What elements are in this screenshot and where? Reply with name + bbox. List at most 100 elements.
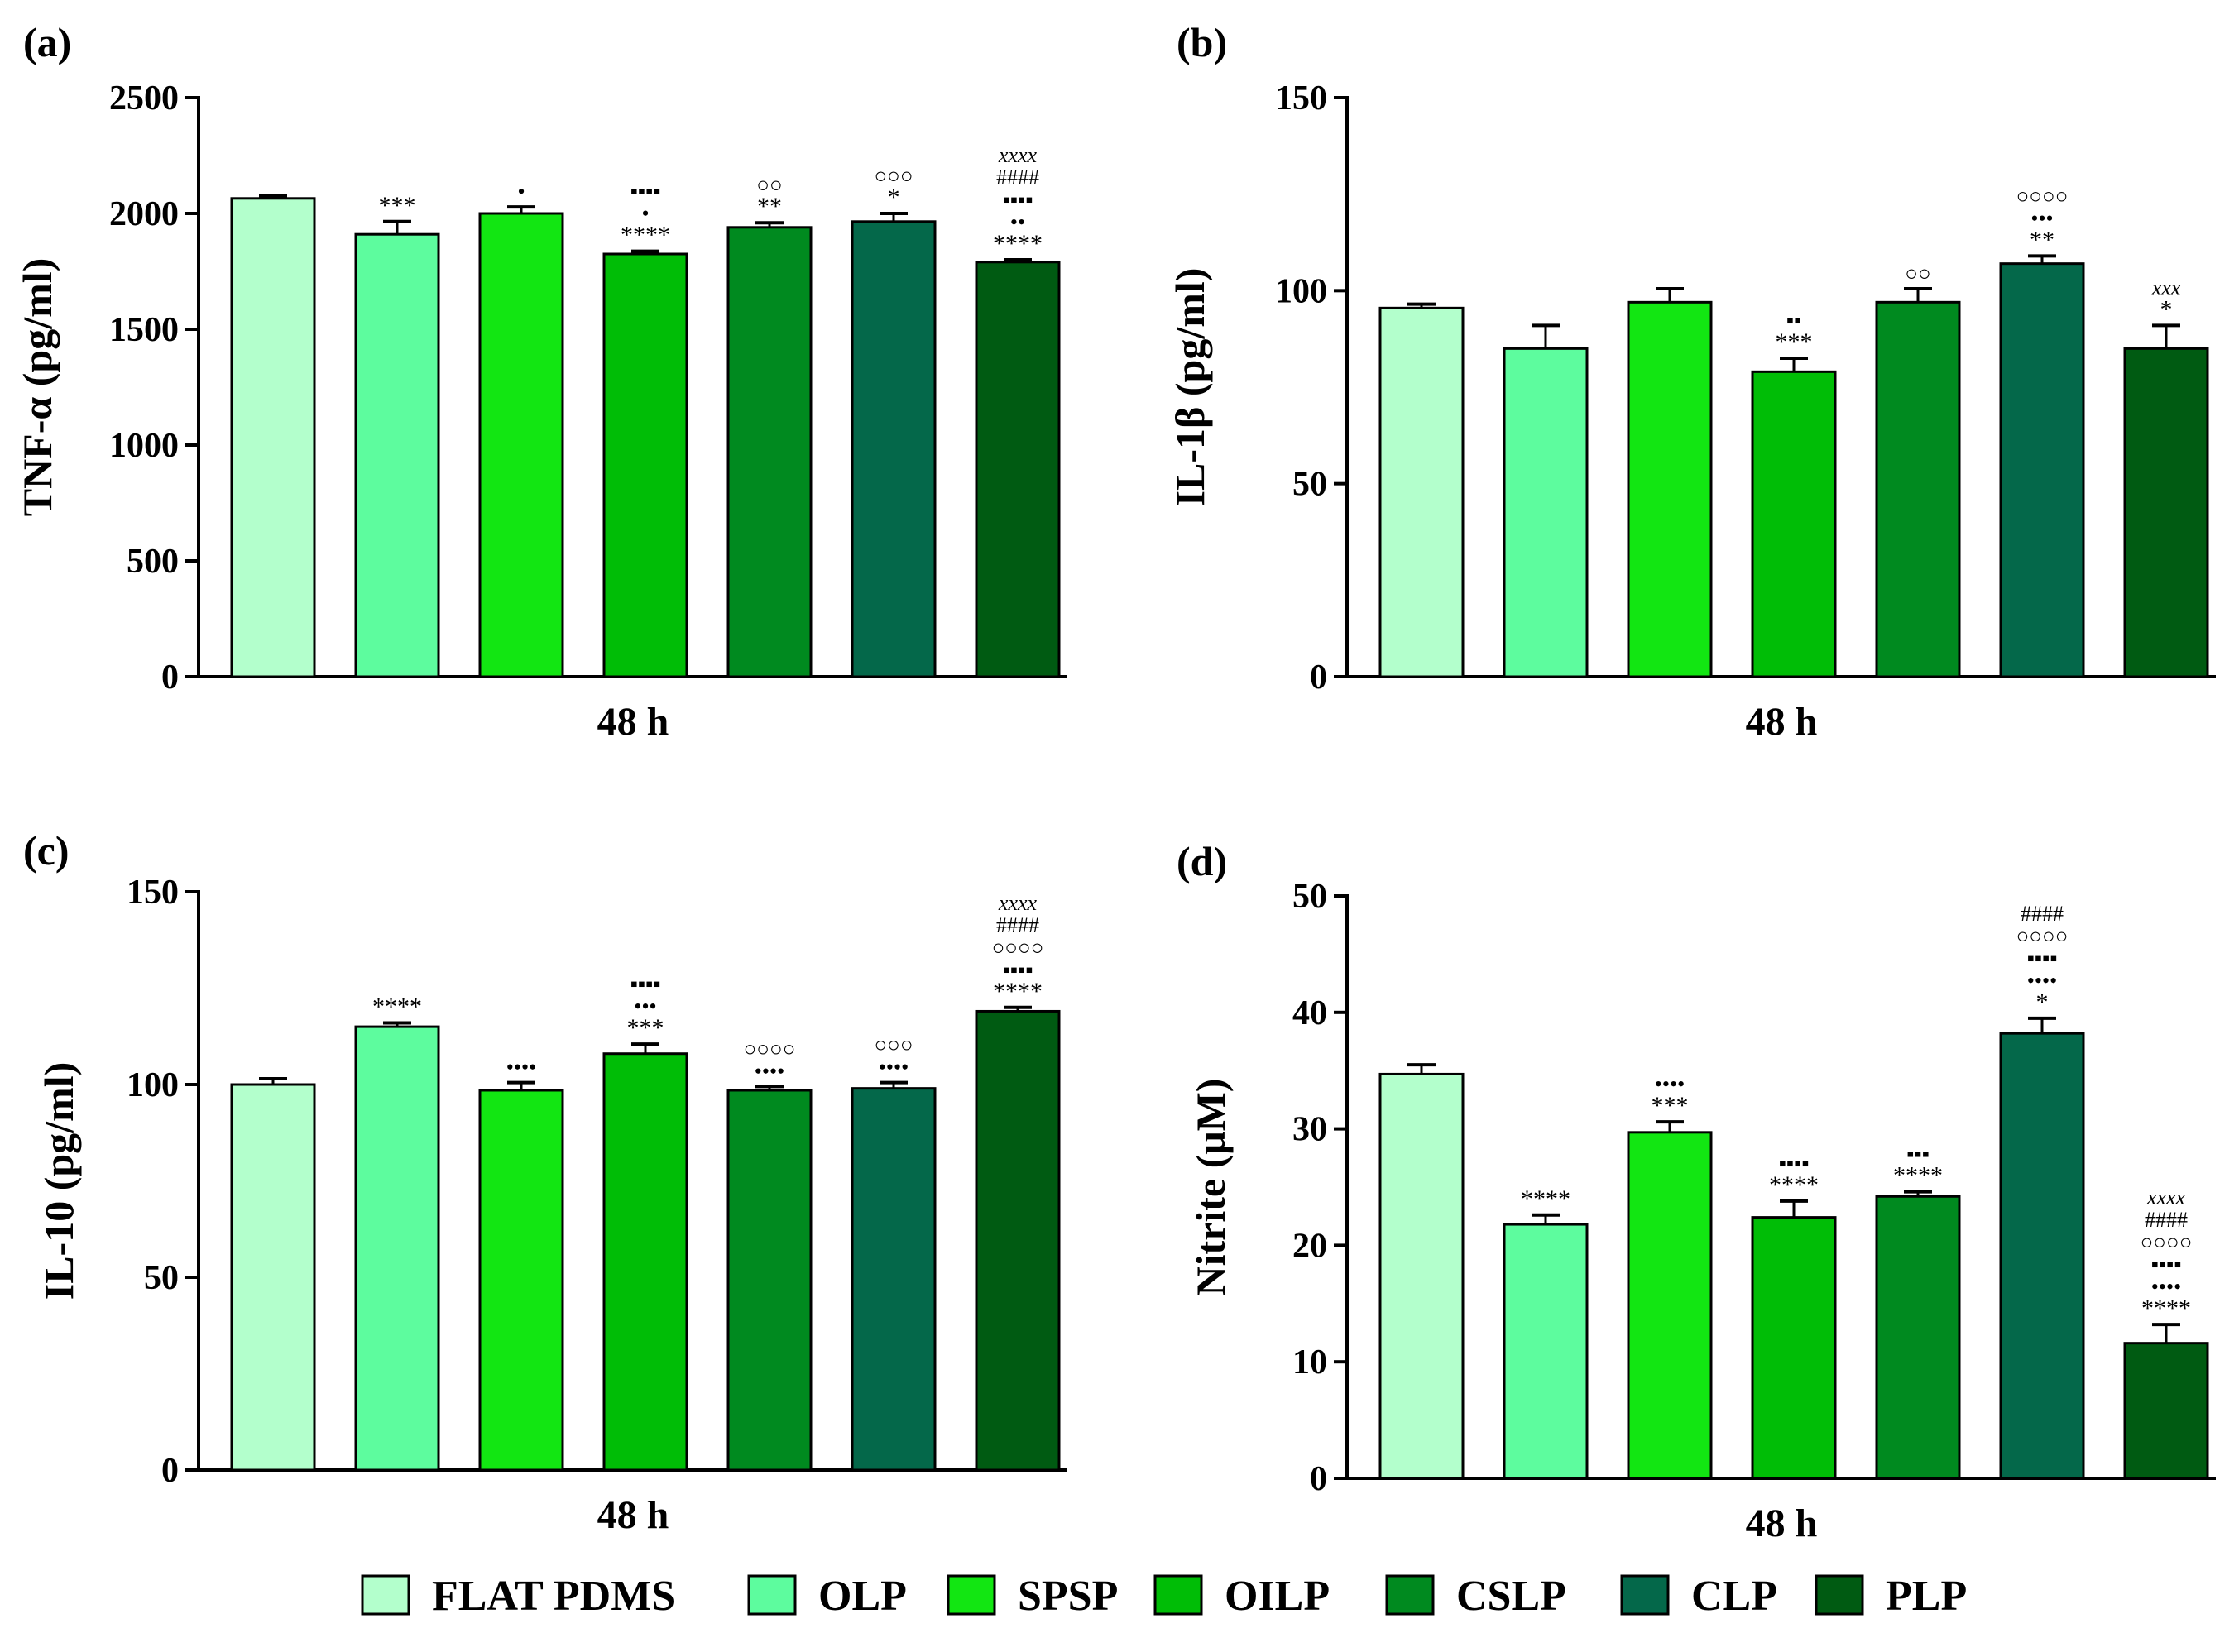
significance-marker: •••• [1655, 1072, 1685, 1096]
y-tick-label: 50 [144, 1259, 179, 1297]
significance-marker: **** [1893, 1162, 1943, 1190]
legend-label: OILP [1225, 1573, 1330, 1620]
significance-marker: #### [2145, 1208, 2188, 1232]
bar-olp [354, 1025, 440, 1472]
panel-b: (b) IL-1β (pg/ml) 0 50 100 150 ***▪▪ ○○ **•••○○○… [1167, 19, 2216, 744]
legend-item-oilp: OILP [1153, 1573, 1330, 1620]
significance-marker: * [888, 184, 900, 211]
legend-swatch [747, 1574, 797, 1616]
significance-marker: ○○○○ [744, 1037, 796, 1061]
y-tick-label: 150 [127, 874, 179, 912]
panel-d: (d)Nitrite (μM)01020304050*******••••***… [1177, 838, 2216, 1545]
y-tick-label: 100 [127, 1066, 179, 1104]
significance-marker: ▪▪▪▪ [1779, 1152, 1810, 1176]
y-axis-label: TNF-α (pg/ml) [14, 258, 60, 517]
panel-letter: (b) [1177, 19, 1227, 65]
significance-marker: *** [1776, 328, 1813, 356]
significance-marker: ▪▪▪▪ [630, 972, 661, 996]
bar-oilp [1751, 370, 1837, 678]
legend-item-olp: OLP [747, 1573, 907, 1620]
bar-clp [1999, 1032, 2085, 1480]
bar-cslp [726, 1089, 813, 1472]
legend: FLAT PDMS OLP SPSP OILP CSLP CLP PLP [361, 1573, 1967, 1620]
bar-olp [1503, 347, 1589, 678]
significance-marker: * [2036, 989, 2049, 1016]
bar-oilp [1751, 1216, 1837, 1480]
bar-flat-pdms [230, 197, 316, 678]
legend-swatch [947, 1574, 996, 1616]
significance-marker: #### [996, 913, 1039, 937]
bar-olp [354, 232, 440, 678]
significance-marker: •••• [879, 1056, 909, 1080]
significance-marker: •••• [506, 1056, 536, 1080]
legend-label: FLAT PDMS [432, 1573, 675, 1620]
bar-cslp [726, 226, 813, 678]
significance-marker: **** [2141, 1295, 2191, 1322]
significance-marker: **** [1769, 1171, 1819, 1199]
significance-marker: ** [2030, 226, 2054, 253]
bar-clp [851, 1087, 937, 1472]
significance-marker: ○○○ [874, 164, 913, 188]
significance-marker: •••• [755, 1059, 784, 1083]
panel-letter: (c) [23, 827, 70, 874]
significance-marker: **** [621, 222, 670, 249]
significance-marker: •••• [2027, 969, 2057, 993]
significance-marker: *** [379, 192, 416, 219]
significance-marker: * [2160, 295, 2173, 323]
significance-marker: *** [627, 1014, 664, 1041]
significance-marker: ○○○○ [2141, 1230, 2193, 1254]
bar-flat-pdms [230, 1083, 316, 1472]
bar-plp [2123, 347, 2209, 678]
panels: (a)TNF-α (pg/ml)05001000150020002500***•… [14, 19, 2216, 1545]
legend-label: OLP [818, 1573, 907, 1620]
bar-plp [2123, 1342, 2209, 1480]
bar-spsp [1627, 300, 1713, 678]
legend-swatch [1620, 1574, 1670, 1616]
significance-marker: #### [2021, 902, 2064, 926]
legend-swatch [361, 1574, 410, 1616]
bar-flat-pdms [1378, 1072, 1465, 1480]
significance-marker: xxx [2151, 275, 2181, 299]
legend-label: CLP [1691, 1573, 1777, 1620]
panel-a: (a)TNF-α (pg/ml)05001000150020002500***•… [14, 19, 1067, 744]
bar-spsp [478, 212, 564, 678]
significance-marker: xxxx [998, 891, 1038, 915]
y-tick-label: 0 [161, 658, 179, 697]
y-tick-label: 10 [1292, 1343, 1327, 1381]
panel-c: (c)IL-10 (pg/ml)050100150****••••***•••▪… [23, 827, 1067, 1537]
legend-item-spsp: SPSP [947, 1573, 1118, 1620]
significance-marker: *** [1652, 1092, 1689, 1119]
legend-swatch [1385, 1574, 1435, 1616]
y-tick-label: 20 [1292, 1227, 1327, 1265]
significance-marker: ○○○ [874, 1033, 913, 1057]
y-tick-label: 50 [1292, 466, 1327, 504]
significance-marker: **** [1521, 1185, 1570, 1213]
significance-marker: ▪▪ [1786, 309, 1801, 333]
legend-item-clp: CLP [1620, 1573, 1777, 1620]
legend-item-plp: PLP [1815, 1573, 1967, 1620]
significance-marker: xxxx [2146, 1185, 2186, 1209]
significance-marker: xxxx [998, 143, 1038, 167]
legend-label: SPSP [1018, 1573, 1118, 1620]
significance-marker: ▪▪▪▪ [2027, 946, 2058, 970]
legend-swatch [1815, 1574, 1864, 1616]
y-axis-label: Nitrite (μM) [1187, 1079, 1234, 1296]
y-axis-label: IL-1β (pg/ml) [1167, 268, 1213, 507]
x-axis-label: 48 h [597, 700, 669, 744]
significance-marker: ••• [634, 994, 656, 1018]
significance-marker: ▪▪▪▪ [1003, 188, 1033, 212]
legend-item-flat-pdms: FLAT PDMS [361, 1573, 675, 1620]
significance-marker: ○○○○ [992, 936, 1044, 960]
y-tick-label: 0 [161, 1452, 179, 1490]
significance-marker: ○○○○ [2016, 924, 2069, 948]
bar-spsp [1627, 1131, 1713, 1480]
y-tick-label: 0 [1310, 658, 1327, 697]
y-axis-label: IL-10 (pg/ml) [36, 1062, 82, 1300]
bar-clp [1999, 262, 2085, 678]
bar-clp [851, 220, 937, 678]
significance-marker: ▪▪▪▪ [2151, 1252, 2182, 1276]
significance-marker: ○○ [1905, 261, 1930, 285]
bar-cslp [1875, 1195, 1961, 1480]
y-tick-label: 1000 [109, 427, 179, 465]
significance-marker: #### [996, 165, 1039, 189]
